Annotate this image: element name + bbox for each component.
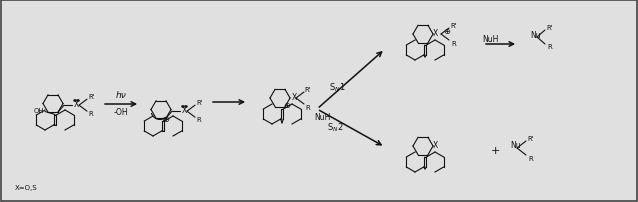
Text: R: R bbox=[452, 41, 456, 47]
Text: NuH: NuH bbox=[314, 113, 330, 122]
Text: R: R bbox=[197, 117, 202, 123]
Text: Nu: Nu bbox=[510, 141, 521, 150]
Text: X: X bbox=[181, 105, 187, 114]
Text: NuH: NuH bbox=[482, 35, 498, 44]
Text: R': R' bbox=[528, 135, 534, 141]
Text: -OH: -OH bbox=[114, 108, 128, 117]
Text: X: X bbox=[433, 28, 438, 37]
Text: R: R bbox=[547, 44, 553, 50]
Text: ⊕: ⊕ bbox=[283, 101, 290, 110]
Text: X: X bbox=[292, 92, 297, 101]
Text: X=O,S: X=O,S bbox=[15, 184, 38, 190]
Text: ⊕: ⊕ bbox=[163, 115, 170, 123]
Text: X: X bbox=[73, 99, 78, 108]
Text: +: + bbox=[491, 145, 500, 155]
Text: R: R bbox=[529, 155, 533, 161]
Text: hν: hν bbox=[115, 91, 126, 100]
Text: Nu: Nu bbox=[530, 30, 540, 39]
Text: R: R bbox=[306, 104, 310, 110]
Text: S$_N$1: S$_N$1 bbox=[329, 81, 346, 94]
Text: ⊕: ⊕ bbox=[443, 26, 450, 35]
Text: R': R' bbox=[89, 94, 95, 100]
Text: R': R' bbox=[197, 100, 204, 106]
Text: OH: OH bbox=[34, 108, 44, 114]
Text: R: R bbox=[89, 111, 93, 117]
Text: X: X bbox=[433, 140, 438, 149]
Text: R': R' bbox=[305, 87, 311, 93]
Text: S$_N$2: S$_N$2 bbox=[327, 121, 343, 134]
Text: R': R' bbox=[547, 25, 553, 31]
Text: R': R' bbox=[450, 23, 457, 29]
